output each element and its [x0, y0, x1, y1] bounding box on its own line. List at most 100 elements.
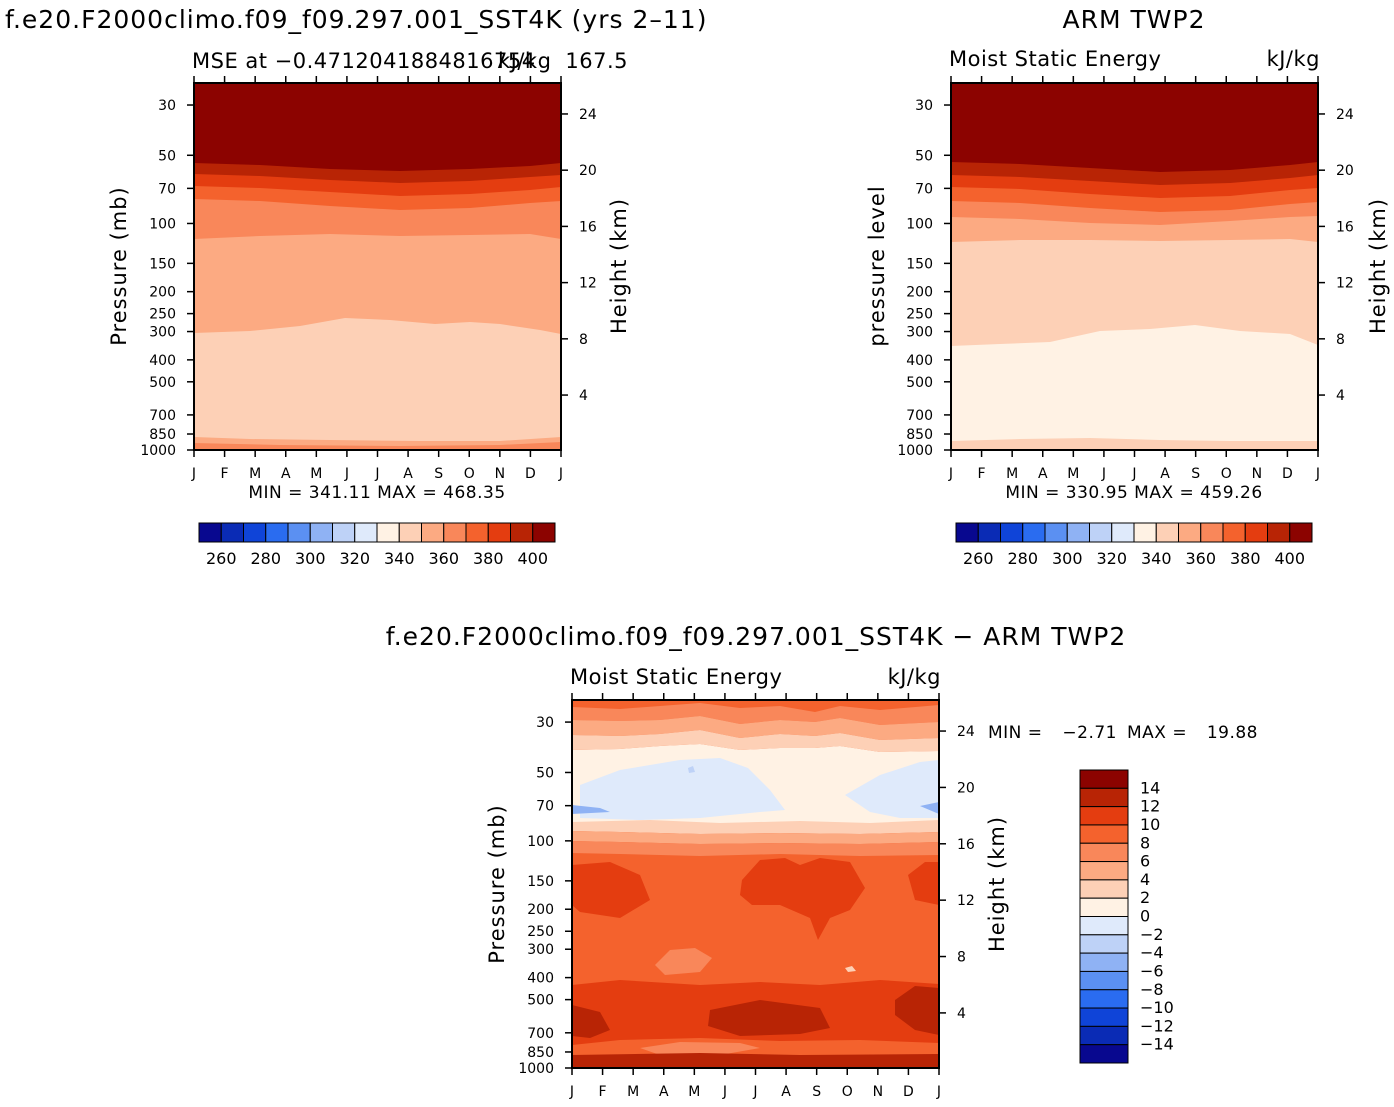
- colorbar-label: 260: [206, 549, 237, 568]
- pressure-tick-label: 150: [527, 874, 554, 890]
- colorbar-label: 280: [1007, 549, 1038, 568]
- colorbar-box: [1079, 916, 1129, 936]
- height-tick-label: 12: [957, 893, 975, 909]
- colorbar-label: −14: [1140, 1035, 1174, 1054]
- month-tick-label: S: [1191, 466, 1200, 482]
- month-tick-label: J: [936, 1084, 941, 1100]
- pressure-tick-label: 300: [527, 942, 554, 958]
- diff-units-label: kJ/kg: [888, 665, 941, 689]
- colorbar-label: 10: [1140, 815, 1160, 834]
- month-tick-label: A: [1038, 466, 1048, 482]
- obs-ylabel-right: Height (km): [1366, 198, 1390, 334]
- pressure-tick-label: 250: [149, 307, 176, 323]
- colorbar-label: 12: [1140, 797, 1160, 816]
- month-tick-label: J: [374, 466, 379, 482]
- pressure-tick-label: 100: [906, 216, 933, 232]
- obs-colorbar: 260 280 300 320 340 360 380 400: [955, 522, 1313, 568]
- colorbar-label: −8: [1140, 980, 1164, 999]
- colorbar-box: [1079, 989, 1129, 1009]
- colorbar-box: [1022, 522, 1046, 543]
- height-tick-label: 8: [957, 950, 966, 966]
- height-tick-label: 20: [579, 163, 597, 179]
- colorbar-box: [354, 522, 378, 543]
- model-contour-field: [193, 82, 562, 451]
- pressure-tick-label: 700: [906, 408, 933, 424]
- pressure-tick-label: 500: [149, 375, 176, 391]
- colorbar-box: [465, 522, 489, 543]
- colorbar-label: 340: [1141, 549, 1172, 568]
- pressure-tick-label: 850: [149, 427, 176, 443]
- colorbar-box: [955, 522, 979, 543]
- model-units-label: kJ/kg: [498, 49, 551, 73]
- pressure-tick-label: 400: [149, 353, 176, 369]
- pressure-tick-label: 30: [158, 98, 176, 114]
- pressure-tick-label: 150: [149, 256, 176, 272]
- month-tick-label: A: [403, 466, 413, 482]
- height-tick-label: 12: [1336, 276, 1354, 292]
- month-tick-label: O: [1221, 466, 1232, 482]
- month-tick-label: M: [1067, 466, 1079, 482]
- colorbar-label: −10: [1140, 998, 1174, 1017]
- model-title: f.e20.F2000climo.f09_f09.297.001_SST4K (…: [5, 5, 707, 34]
- colorbar-label: 4: [1140, 870, 1150, 889]
- month-tick-label: M: [1006, 466, 1018, 482]
- colorbar-box: [1000, 522, 1024, 543]
- month-tick-label: N: [495, 466, 505, 482]
- colorbar-label: 400: [517, 549, 548, 568]
- colorbar-box: [198, 522, 222, 543]
- month-tick-label: J: [569, 1084, 574, 1100]
- colorbar-box: [1111, 522, 1135, 543]
- model-right-label: 167.5: [565, 49, 628, 73]
- diff-min-label: MIN =: [988, 723, 1043, 743]
- pressure-tick-label: 400: [527, 971, 554, 987]
- colorbar-label: 400: [1274, 549, 1305, 568]
- month-tick-label: S: [434, 466, 443, 482]
- colorbar-label: 360: [1185, 549, 1216, 568]
- month-tick-label: M: [310, 466, 322, 482]
- model-colorbar: 260 280 300 320 340 360 380 400: [198, 522, 556, 568]
- month-tick-label: F: [599, 1084, 607, 1100]
- month-tick-label: J: [948, 466, 953, 482]
- month-tick-label: F: [221, 466, 229, 482]
- month-tick-label: D: [525, 466, 536, 482]
- month-tick-label: J: [752, 1084, 757, 1100]
- colorbar-box: [265, 522, 289, 543]
- pressure-tick-label: 70: [915, 181, 933, 197]
- month-tick-label: J: [1315, 466, 1320, 482]
- diff-min-value: −2.71: [1062, 723, 1117, 743]
- diff-ylabel-right: Height (km): [985, 816, 1009, 952]
- pressure-tick-label: 300: [149, 325, 176, 341]
- colorbar-box: [1244, 522, 1268, 543]
- obs-title: ARM TWP2: [1063, 5, 1206, 34]
- colorbar-label: 300: [1052, 549, 1083, 568]
- model-ylabel-right: Height (km): [607, 198, 631, 334]
- colorbar-box: [1289, 522, 1313, 543]
- colorbar-box: [1044, 522, 1068, 543]
- pressure-tick-label: 400: [906, 353, 933, 369]
- colorbar-box: [1178, 522, 1202, 543]
- height-tick-label: 12: [579, 276, 597, 292]
- colorbar-box: [287, 522, 311, 543]
- pressure-tick-label: 700: [149, 408, 176, 424]
- pressure-tick-label: 850: [527, 1045, 554, 1061]
- pressure-tick-label: 1000: [897, 443, 933, 459]
- pressure-tick-label: 300: [906, 325, 933, 341]
- obs-contour-field: [950, 82, 1319, 451]
- colorbar-box: [1267, 522, 1291, 543]
- colorbar-label: 14: [1140, 778, 1160, 797]
- pressure-tick-label: 50: [536, 765, 554, 781]
- height-tick-label: 20: [957, 780, 975, 796]
- pressure-tick-label: 500: [906, 375, 933, 391]
- pressure-tick-label: 30: [536, 715, 554, 731]
- diff-contour-field: [571, 699, 940, 1069]
- colorbar-box: [1079, 879, 1129, 899]
- obs-left-label: Moist Static Energy: [949, 47, 1161, 71]
- colorbar-label: 380: [1230, 549, 1261, 568]
- colorbar-box: [1079, 934, 1129, 954]
- pressure-tick-label: 100: [149, 216, 176, 232]
- height-tick-label: 24: [579, 107, 597, 123]
- pressure-tick-label: 200: [527, 902, 554, 918]
- model-ylabel: Pressure (mb): [107, 186, 131, 346]
